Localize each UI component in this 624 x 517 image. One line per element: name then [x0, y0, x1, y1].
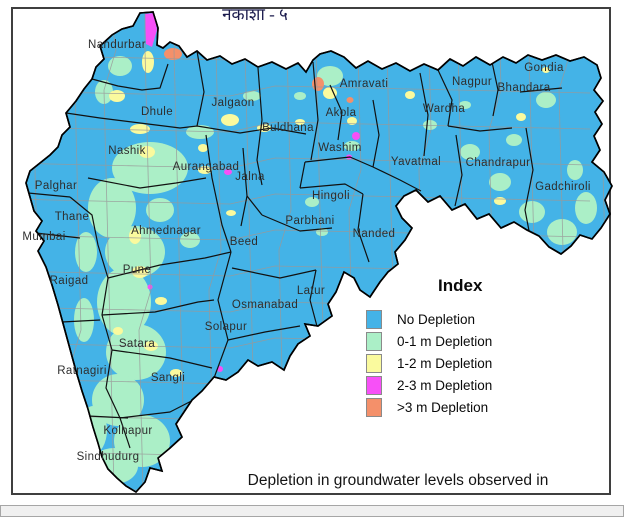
map-caption: Depletion in groundwater levels observed…: [186, 428, 610, 517]
legend-row: >3 m Depletion: [366, 398, 526, 417]
legend-label: No Depletion: [397, 312, 476, 327]
legend-row: 0-1 m Depletion: [366, 332, 526, 351]
depletion-patches: [74, 13, 597, 484]
district-boundaries: [27, 50, 563, 449]
legend-row: 2-3 m Depletion: [366, 376, 526, 395]
legend-swatch-0-1m: [366, 332, 382, 351]
legend-row: 1-2 m Depletion: [366, 354, 526, 373]
legend-label: 1-2 m Depletion: [397, 356, 493, 371]
legend-label: >3 m Depletion: [397, 400, 489, 415]
legend: Index No Depletion 0-1 m Depletion 1-2 m…: [366, 276, 526, 420]
legend-row: No Depletion: [366, 310, 526, 329]
legend-label: 2-3 m Depletion: [397, 378, 493, 393]
legend-swatch-no-depletion: [366, 310, 382, 329]
legend-title: Index: [438, 276, 483, 295]
legend-swatch-gt3m: [366, 398, 382, 417]
map-title: नकाशा - ५: [222, 5, 288, 24]
legend-swatch-2-3m: [366, 376, 382, 395]
legend-label: 0-1 m Depletion: [397, 334, 493, 349]
state-outline: [25, 11, 613, 494]
caption-line1: Depletion in groundwater levels observed…: [247, 472, 549, 489]
legend-swatch-1-2m: [366, 354, 382, 373]
